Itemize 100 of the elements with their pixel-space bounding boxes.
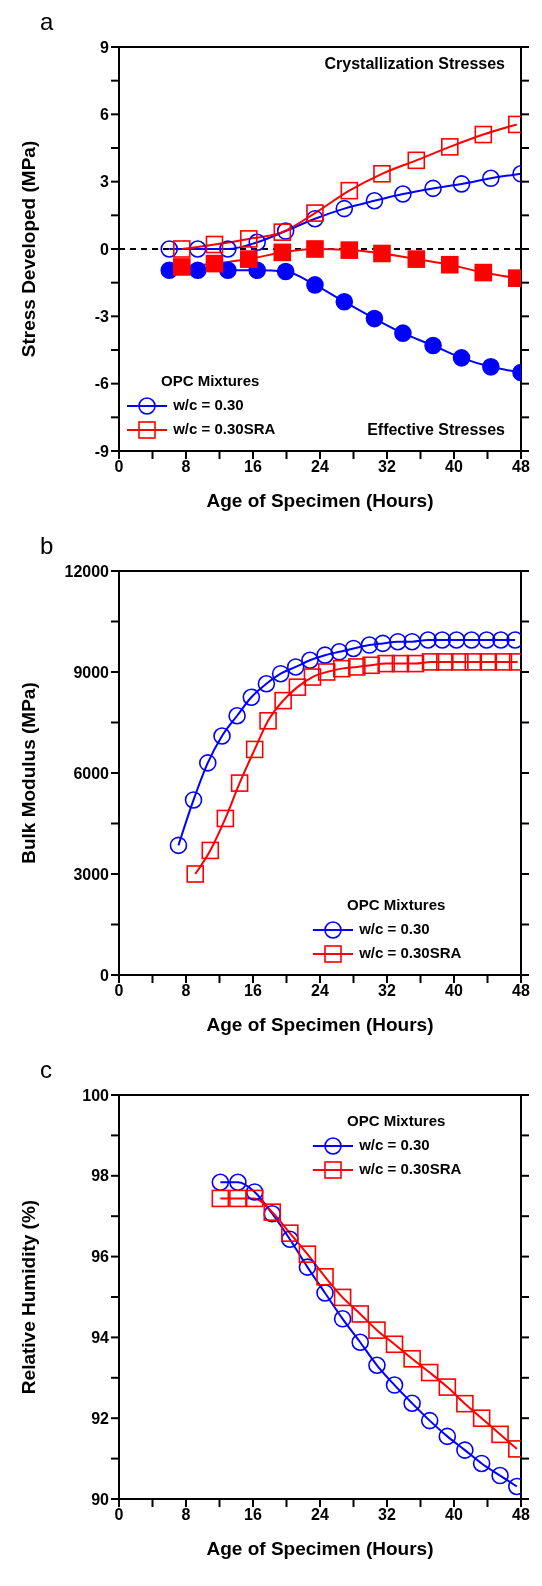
y-axis-title: Bulk Modulus (MPa) [17, 682, 39, 864]
point [160, 240, 179, 258]
point [186, 865, 205, 883]
x-tick-label: 16 [244, 1506, 262, 1524]
point [184, 791, 203, 809]
point [306, 209, 324, 228]
point [271, 664, 290, 683]
point [441, 255, 459, 274]
point [306, 240, 324, 258]
x-tick-label: 32 [378, 1506, 396, 1524]
point [348, 658, 366, 676]
point [406, 654, 425, 673]
point [373, 165, 391, 183]
point [298, 1258, 317, 1276]
point [482, 358, 500, 376]
y-tick-label: -6 [94, 375, 110, 393]
point [368, 1321, 386, 1339]
x-tick-label: 24 [311, 982, 329, 1000]
point [340, 241, 359, 259]
point [344, 639, 363, 658]
point [173, 258, 191, 276]
point [306, 276, 324, 294]
point [456, 1394, 474, 1413]
point [276, 262, 295, 281]
point [274, 691, 292, 710]
point [245, 740, 264, 759]
point [477, 631, 496, 649]
y-tick-label: 98 [91, 1167, 110, 1185]
x-tick-label: 48 [512, 1506, 530, 1524]
point [216, 809, 235, 828]
x-tick-label: 24 [311, 458, 329, 476]
point [286, 658, 305, 676]
point [435, 653, 454, 671]
point [403, 1394, 421, 1413]
point [205, 235, 224, 254]
legend-label: w/c = 0.30SRA [359, 1160, 462, 1177]
point [491, 1466, 509, 1485]
point [188, 261, 207, 280]
legend-title: OPC Mixtures [346, 1111, 447, 1131]
legend-label: w/c = 0.30 [173, 396, 244, 413]
point [351, 1333, 369, 1352]
point [211, 1189, 230, 1208]
point [452, 349, 471, 367]
y-tick-label: 0 [100, 240, 110, 258]
point [198, 754, 217, 772]
y-tick-label: 94 [91, 1329, 110, 1347]
point [230, 774, 249, 792]
x-axis-title: Age of Specimen (Hours) [206, 490, 434, 511]
point [365, 309, 384, 328]
point [462, 631, 481, 649]
point [303, 668, 322, 686]
point [351, 1305, 369, 1323]
y-axis-title: Stress Developed (MPa) [17, 140, 39, 358]
point [245, 1183, 264, 1201]
point [229, 1173, 247, 1192]
point [360, 636, 379, 654]
point [368, 1356, 386, 1375]
point [273, 243, 292, 262]
point [482, 169, 500, 188]
point [377, 654, 395, 673]
point [438, 1427, 457, 1446]
y-tick-label: -3 [94, 308, 110, 326]
point [298, 1245, 317, 1263]
point [362, 656, 380, 675]
point [219, 240, 237, 258]
point [281, 1224, 299, 1242]
y-tick-label: 3 [100, 173, 110, 191]
legend-label: w/c = 0.30 [359, 1136, 430, 1153]
legend-title: OPC Mixtures [160, 371, 261, 391]
point [385, 1376, 404, 1394]
legend-label: w/c = 0.30 [359, 920, 430, 937]
x-tick-label: 0 [114, 458, 124, 476]
point [316, 1268, 334, 1286]
chart-title: c [40, 1056, 52, 1084]
point [433, 631, 452, 649]
point [403, 632, 421, 651]
point [456, 1441, 474, 1459]
y-tick-label: 6000 [73, 764, 110, 782]
point [474, 263, 493, 282]
point [407, 250, 426, 268]
x-tick-label: 0 [114, 982, 124, 1000]
point [335, 292, 354, 311]
legend-label: w/c = 0.30SRA [359, 944, 462, 961]
point [259, 712, 277, 730]
y-tick-label: -9 [94, 442, 110, 460]
point [447, 631, 466, 649]
point [374, 634, 392, 653]
x-tick-label: 24 [311, 1506, 329, 1524]
point [420, 1411, 439, 1430]
x-axis-title: Age of Specimen (Hours) [206, 1538, 434, 1559]
point [188, 240, 207, 258]
point [365, 191, 384, 210]
point [257, 674, 276, 693]
point [391, 654, 410, 673]
x-tick-label: 48 [512, 458, 530, 476]
x-tick-label: 40 [445, 458, 463, 476]
point [419, 631, 437, 649]
y-tick-label: 9000 [73, 663, 110, 681]
y-tick-label: 0 [100, 966, 110, 984]
point [472, 1409, 491, 1427]
